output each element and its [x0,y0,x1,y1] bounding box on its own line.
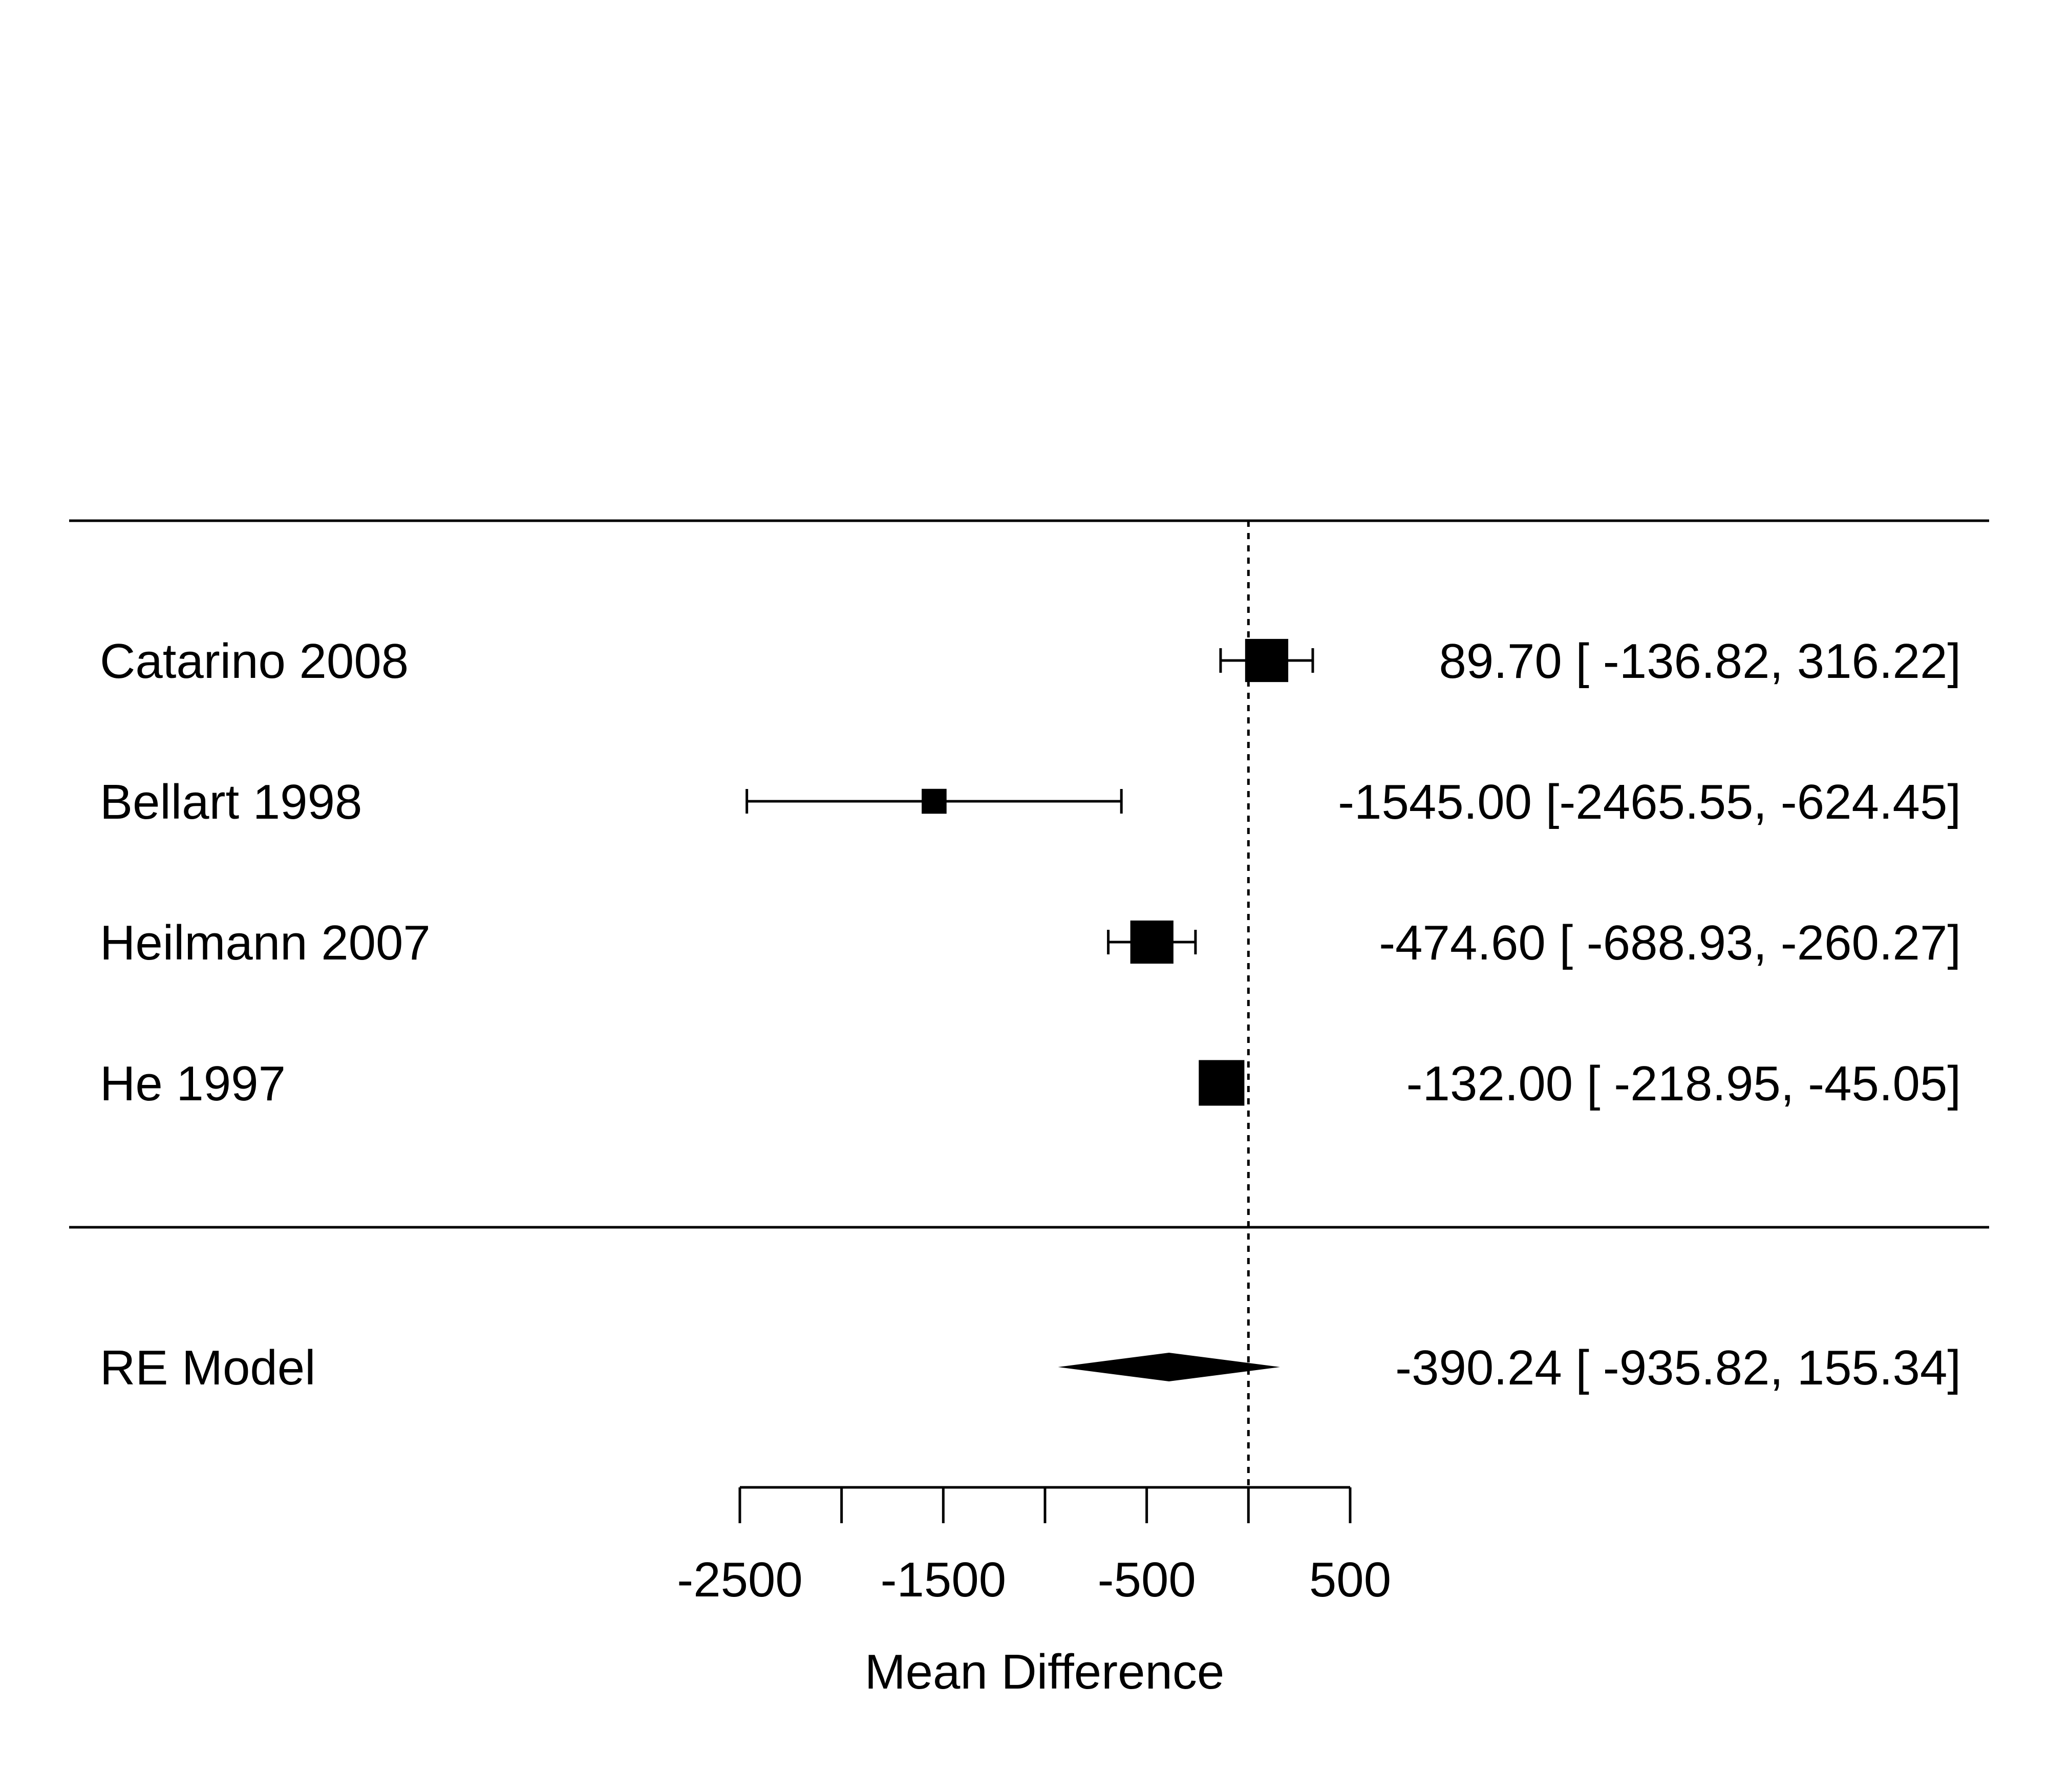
point-estimate-square [1130,920,1174,964]
x-tick-label: -500 [1098,1552,1196,1607]
study-name: He 1997 [100,1056,286,1111]
study-estimate-text: -1545.00 [-2465.55, -624.45] [1338,775,1961,829]
study-row: Heilmann 2007 -474.60 [ -688.93, -260.27] [100,915,1961,970]
study-estimate-text: -474.60 [ -688.93, -260.27] [1379,915,1961,970]
study-row: Bellart 1998 -1545.00 [-2465.55, -624.45] [100,775,1961,829]
x-axis-title: Mean Difference [865,1645,1225,1699]
studies-layer: Catarino 2008 89.70 [ -136.82, 316.22] Bel… [100,634,1961,1111]
point-estimate-square [1245,638,1289,682]
summary-diamond [1058,1353,1281,1381]
study-name: Catarino 2008 [100,634,409,689]
x-tick-label: -2500 [677,1552,803,1607]
x-tick-label: -1500 [881,1552,1007,1607]
point-estimate-square [922,788,947,814]
summary-name: RE Model [100,1340,316,1395]
study-row: Catarino 2008 89.70 [ -136.82, 316.22] [100,634,1961,689]
x-tick-label: 500 [1309,1552,1391,1607]
summary-estimate-text: -390.24 [ -935.82, 155.34] [1395,1340,1961,1395]
x-axis: -2500 -1500 -500 500 [677,1486,1391,1607]
study-estimate-text: -132.00 [ -218.95, -45.05] [1406,1056,1961,1111]
summary-layer: RE Model -390.24 [ -935.82, 155.34] [100,1340,1961,1395]
study-name: Heilmann 2007 [100,915,431,970]
study-estimate-text: 89.70 [ -136.82, 316.22] [1439,634,1961,689]
study-name: Bellart 1998 [100,775,362,829]
point-estimate-square [1199,1060,1245,1106]
study-row: He 1997 -132.00 [ -218.95, -45.05] [100,1056,1961,1111]
